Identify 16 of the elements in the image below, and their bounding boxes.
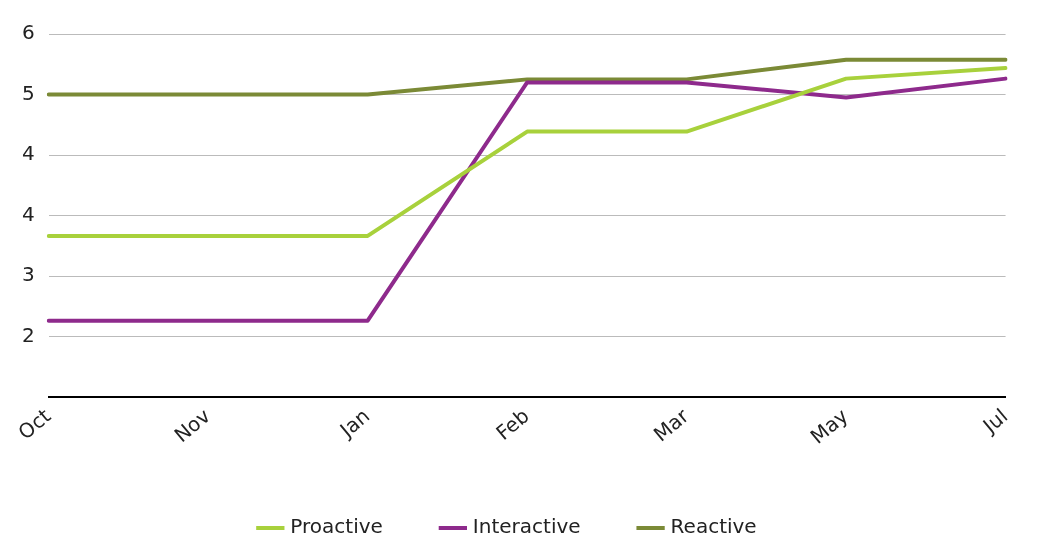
y-tick-label: 4 [21, 201, 35, 226]
y-tick-label: 4 [21, 141, 35, 166]
legend-label: Proactive [290, 514, 383, 539]
y-tick-label: 2 [21, 322, 35, 347]
legend-label: Interactive [472, 514, 581, 539]
y-tick-label: 6 [21, 20, 35, 45]
legend-label: Reactive [670, 514, 757, 539]
x-tick-label: Jul [976, 403, 1013, 439]
x-tick-label: May [805, 403, 853, 449]
y-tick-label: 3 [21, 262, 35, 287]
x-tick-label: Jan [333, 403, 375, 444]
x-tick-label: Feb [491, 403, 534, 445]
x-tick-label: Nov [169, 403, 215, 448]
y-tick-label: 5 [21, 80, 35, 105]
x-tick-label: Oct [13, 403, 56, 445]
x-tick-label: Mar [648, 403, 694, 447]
